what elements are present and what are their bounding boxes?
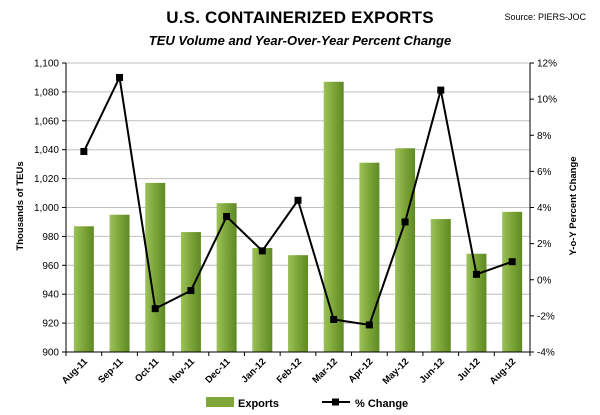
chart-source: Source: PIERS-JOC [504, 12, 586, 22]
y-left-tick-label: 960 [42, 261, 59, 272]
x-tick-label: Sep-11 [96, 356, 126, 386]
x-tick-label: May-12 [381, 356, 412, 387]
point-pct-change [80, 148, 88, 156]
point-pct-change [187, 287, 195, 295]
legend-label-exports: Exports [238, 398, 279, 410]
y-left-tick-label: 940 [42, 290, 59, 301]
x-tick-label: Jan-12 [239, 356, 268, 385]
y-left-tick-label: 1,100 [34, 59, 59, 70]
point-pct-change [508, 258, 516, 266]
point-pct-change [365, 321, 373, 329]
y-right-tick-label: -4% [537, 348, 555, 359]
y-right-tick-label: 6% [537, 167, 552, 178]
bar-exports [216, 203, 237, 352]
y-left-tick-label: 980 [42, 232, 59, 243]
y-left-tick-label: 1,060 [34, 116, 59, 127]
point-pct-change [401, 218, 409, 226]
y-left-tick-label: 900 [42, 348, 59, 359]
x-tick-label: Nov-11 [167, 356, 197, 386]
bar-exports [252, 247, 273, 352]
point-pct-change [258, 247, 266, 255]
point-pct-change [223, 213, 231, 221]
y-left-tick-label: 1,000 [34, 203, 59, 214]
bar-exports [430, 219, 451, 352]
y-left-tick-label: 1,040 [34, 145, 59, 156]
y-right-tick-label: 12% [537, 59, 557, 70]
bar-exports [323, 81, 344, 352]
bar-exports [109, 214, 130, 352]
legend-marker-pct-change [332, 398, 339, 406]
bar-exports [145, 182, 166, 352]
bar-exports [466, 253, 487, 352]
bar-exports [73, 226, 94, 352]
point-pct-change [472, 270, 480, 278]
legend-label-pct-change: % Change [355, 398, 408, 410]
point-pct-change [437, 86, 445, 94]
y-right-tick-label: 8% [537, 131, 552, 142]
y-right-tick-label: 10% [537, 95, 557, 106]
y-right-tick-label: 0% [537, 275, 552, 286]
bar-series [73, 81, 523, 352]
point-pct-change [330, 315, 338, 323]
y-left-tick-label: 1,020 [34, 174, 59, 185]
x-tick-label: Dec-11 [203, 356, 233, 386]
x-tick-label: Aug-12 [488, 356, 519, 387]
legend-swatch-exports [206, 397, 234, 407]
point-pct-change [294, 196, 302, 204]
point-pct-change [151, 305, 159, 313]
legend: Exports % Change [206, 397, 408, 410]
line-series [80, 73, 516, 329]
x-tick-label: Jul-12 [455, 356, 482, 383]
bar-exports [502, 211, 523, 352]
bar-exports [395, 148, 416, 352]
x-tick-label: Mar-12 [310, 356, 339, 385]
x-tick-label: Aug-11 [60, 356, 91, 387]
x-tick-label: Apr-12 [346, 356, 375, 385]
y-right-tick-label: 4% [537, 203, 552, 214]
y-right-tick-label: -2% [537, 311, 555, 322]
x-tick-label: Jun-12 [417, 356, 446, 385]
y-right-axis-label: Y-o-Y Percent Change [568, 156, 579, 255]
bar-exports [288, 255, 308, 352]
x-tick-label: Oct-11 [133, 356, 162, 385]
x-tick-label: Feb-12 [275, 356, 304, 385]
point-pct-change [116, 73, 124, 81]
y-right-tick-label: 2% [537, 239, 552, 250]
y-left-tick-label: 920 [42, 319, 59, 330]
bar-exports [359, 162, 380, 352]
y-left-axis-label: Thousands of TEUs [15, 161, 26, 250]
y-left-tick-label: 1,080 [34, 87, 59, 98]
chart-title: U.S. CONTAINERIZED EXPORTS [166, 8, 434, 27]
chart-subtitle: TEU Volume and Year-Over-Year Percent Ch… [148, 33, 452, 48]
